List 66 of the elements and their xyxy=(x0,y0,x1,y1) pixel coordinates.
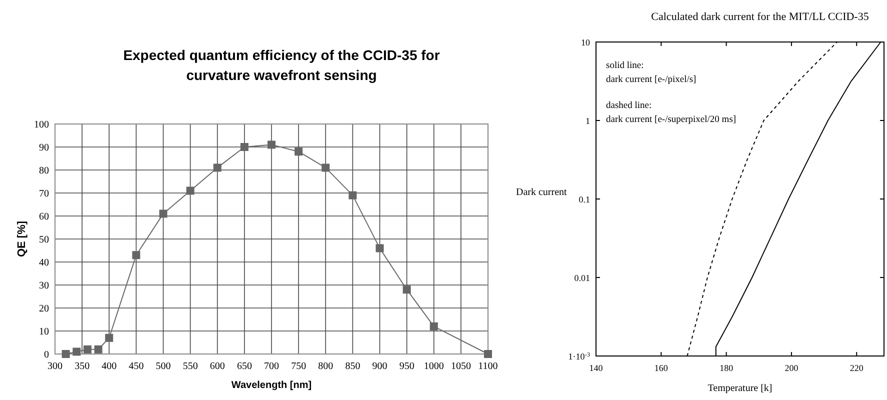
x-tick-label: 850 xyxy=(345,361,360,372)
x-tick-label: 900 xyxy=(372,361,388,372)
y-tick-label: 0 xyxy=(44,350,49,360)
point xyxy=(294,148,303,156)
y-tick-label: 100 xyxy=(34,120,49,130)
point xyxy=(268,140,276,149)
point xyxy=(62,350,70,358)
point xyxy=(402,286,411,294)
point xyxy=(105,334,114,342)
x-tick-label: 500 xyxy=(156,361,171,372)
x-tick-label: 160 xyxy=(654,363,668,373)
point xyxy=(186,186,194,195)
y-tick-label: 0.01 xyxy=(574,273,590,283)
x-tick-label: 750 xyxy=(291,361,306,372)
x-tick-label: 550 xyxy=(182,361,198,372)
point xyxy=(94,345,102,354)
x-axis-title: Temperature [k] xyxy=(708,383,772,394)
point xyxy=(213,164,222,172)
x-tick-label: 1100 xyxy=(478,361,498,372)
x-tick-label: 1000 xyxy=(424,361,444,372)
x-tick-label: 300 xyxy=(48,361,62,372)
x-tick-label: 600 xyxy=(210,361,225,372)
point xyxy=(83,345,92,354)
x-tick-label: 700 xyxy=(264,361,279,372)
x-tick-label: 180 xyxy=(720,363,734,373)
point xyxy=(376,244,384,252)
y-tick-label: 50 xyxy=(39,234,49,246)
chart-title: Expected quantum efficiency of the CCID-35 for curvature wavefront sensing xyxy=(123,47,440,83)
annotation: solid line: xyxy=(606,61,644,71)
y-axis-title: QE [%] xyxy=(16,220,28,258)
y-tick-label: 40 xyxy=(39,258,49,268)
y-tick-label: 30 xyxy=(39,280,49,292)
point xyxy=(322,164,330,172)
annotation: dashed line: xyxy=(606,101,652,111)
annotation: dark current [e-/superpixel/20 ms] xyxy=(606,115,736,125)
point xyxy=(348,191,357,200)
point xyxy=(132,251,140,260)
annotation: dark current [e-/pixel/s] xyxy=(606,75,696,85)
point xyxy=(484,350,492,358)
y-tick-label: 1·10$^{-3}$ xyxy=(568,351,590,362)
y-tick-label: 90 xyxy=(39,142,49,154)
x-tick-label: 400 xyxy=(102,361,117,372)
y-tick-label: 10 xyxy=(581,38,590,48)
x-tick-label: 650 xyxy=(236,361,252,372)
y-tick-label: 60 xyxy=(39,212,49,222)
y-tick-label: 20 xyxy=(39,304,49,314)
point xyxy=(159,210,168,218)
x-tick-label: 450 xyxy=(128,361,144,372)
x-tick-label: 950 xyxy=(399,361,414,372)
x-tick-label: 350 xyxy=(74,361,90,372)
y-tick-label: 0.1 xyxy=(578,194,590,204)
y-tick-label: 10 xyxy=(39,326,49,338)
x-tick-label: 800 xyxy=(318,361,334,372)
chart-title: Calculated dark current for the MIT/LL CCID-35 xyxy=(651,11,870,23)
point xyxy=(430,322,438,330)
y-tick-label: 1 xyxy=(586,116,590,126)
x-tick-label: 1050 xyxy=(450,361,471,372)
point xyxy=(240,143,248,151)
y-axis-title: Dark current xyxy=(516,187,568,198)
x-axis-title: Wavelength [nm] xyxy=(231,380,312,391)
y-tick-label: 80 xyxy=(39,166,49,176)
x-tick-label: 140 xyxy=(589,363,604,373)
x-tick-label: 200 xyxy=(784,363,799,373)
x-tick-label: 220 xyxy=(850,363,864,373)
y-tick-label: 70 xyxy=(39,188,49,200)
point xyxy=(72,348,81,356)
